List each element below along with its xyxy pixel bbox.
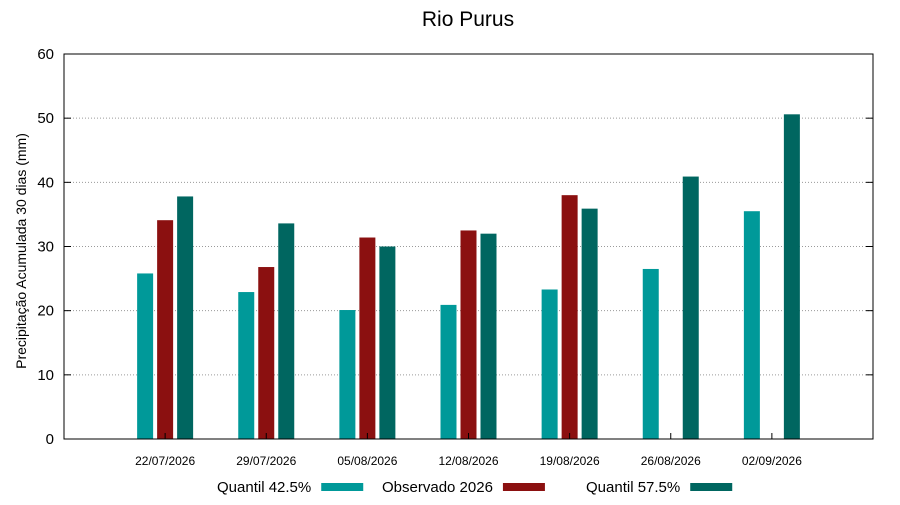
y-tick-label: 0 (46, 431, 54, 448)
x-tick-label: 22/07/2026 (135, 454, 195, 468)
y-tick-label: 30 (37, 239, 54, 256)
y-tick-label: 40 (37, 174, 54, 191)
legend: Quantil 42.5% Observado 2026 Quantil 57.5% (217, 479, 733, 496)
bar (460, 230, 477, 439)
x-tick-label: 29/07/2026 (236, 454, 296, 468)
x-tick-label: 19/08/2026 (540, 454, 600, 468)
bar (379, 246, 396, 439)
y-tick-label: 50 (37, 110, 54, 127)
y-axis-label: Precipitação Acumulada 30 dias (mm) (13, 133, 29, 369)
bar (682, 176, 699, 439)
bar (157, 220, 174, 439)
y-tick-label: 10 (37, 367, 54, 384)
bar (561, 195, 578, 439)
bar (642, 268, 659, 439)
y-tick-label: 60 (37, 46, 54, 63)
bar (278, 223, 295, 439)
legend-label: Quantil 42.5% (217, 479, 311, 496)
y-tick-label: 20 (37, 303, 54, 320)
bar (339, 310, 356, 439)
bar (238, 292, 255, 439)
x-tick-label: 26/08/2026 (641, 454, 701, 468)
bar (137, 273, 154, 439)
bars (137, 114, 800, 440)
chart-title: Rio Purus (422, 8, 514, 31)
bar (480, 233, 497, 439)
legend-label: Quantil 57.5% (586, 479, 680, 496)
legend-label: Observado 2026 (382, 479, 493, 496)
bar (359, 237, 376, 439)
bar (440, 304, 457, 439)
x-tick-label: 12/08/2026 (438, 454, 498, 468)
axes: 0 10 20 30 40 50 60 22/07/2026 29/07/2026 05/08/2… (37, 46, 873, 468)
x-tick-label: 02/09/2026 (742, 454, 802, 468)
bar (258, 267, 275, 439)
legend-swatch (502, 483, 545, 491)
bar (177, 196, 194, 439)
bar (783, 114, 800, 440)
bar (743, 211, 760, 439)
legend-swatch (321, 483, 364, 491)
bar (581, 208, 598, 439)
legend-swatch (690, 483, 733, 491)
bar (541, 289, 558, 439)
x-tick-label: 05/08/2026 (337, 454, 397, 468)
